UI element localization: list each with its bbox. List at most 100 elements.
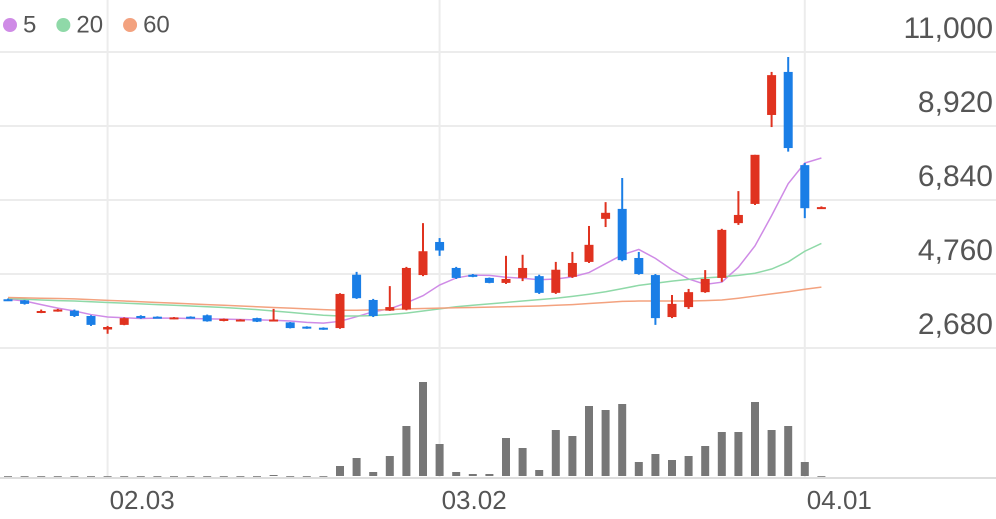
volume-bar xyxy=(236,476,245,477)
candle-body xyxy=(700,278,710,293)
volume-bar xyxy=(518,448,527,476)
legend-marker xyxy=(3,18,17,32)
volume-bar xyxy=(53,476,62,477)
x-tick-label: 03.02 xyxy=(442,485,507,515)
y-tick-label: 6,840 xyxy=(918,160,993,193)
volume-bar xyxy=(153,476,162,477)
volume-bar xyxy=(286,476,295,477)
volume-bar xyxy=(186,476,195,477)
candle-body xyxy=(119,318,129,325)
candle-body xyxy=(800,165,810,209)
candle-body xyxy=(235,319,245,322)
candle-body xyxy=(136,315,146,319)
volume-bar xyxy=(734,432,743,476)
legend-marker xyxy=(123,18,138,32)
candle-body xyxy=(252,318,262,322)
candle-body xyxy=(401,267,411,310)
volume-bar xyxy=(385,456,394,476)
candle-body xyxy=(103,327,113,330)
volume-bar xyxy=(668,460,676,476)
candle-body xyxy=(767,75,777,115)
x-tick-label: 02.03 xyxy=(110,485,175,515)
volume-bar xyxy=(369,472,378,476)
candle-body xyxy=(601,212,611,219)
volume-bar xyxy=(585,406,593,476)
volume-bar xyxy=(468,474,477,476)
candle-body xyxy=(36,311,46,313)
volume-bar xyxy=(767,430,776,476)
candle-body xyxy=(152,316,162,319)
legend-label: 20 xyxy=(76,11,103,38)
volume-bar xyxy=(485,474,494,476)
volume-bar xyxy=(784,426,793,476)
candle-body xyxy=(352,274,362,299)
candle-body xyxy=(3,299,13,302)
candle-body xyxy=(634,257,644,274)
volume-bar xyxy=(253,476,261,477)
candle-body xyxy=(468,274,478,277)
candle-body xyxy=(501,278,511,283)
ma-line xyxy=(7,157,822,324)
ma-line xyxy=(7,242,822,317)
candle-body xyxy=(551,269,561,293)
volume-bar xyxy=(435,444,444,476)
volume-bar xyxy=(203,476,212,477)
volume-bar xyxy=(717,432,726,476)
y-tick-label: 11,000 xyxy=(903,12,993,45)
volume-bar xyxy=(634,462,643,476)
candle-body xyxy=(584,244,594,262)
candle-body xyxy=(335,293,345,329)
volume-bar xyxy=(219,476,228,477)
volume-bar xyxy=(502,438,510,476)
volume-bar xyxy=(103,476,112,477)
y-tick-label: 2,680 xyxy=(918,308,993,341)
candle-body xyxy=(285,322,295,329)
candle-body xyxy=(534,276,544,293)
volume-bar xyxy=(37,476,46,477)
candle-body xyxy=(69,310,79,316)
volume-bar xyxy=(419,382,427,476)
candle-body xyxy=(202,315,212,322)
volume-bar xyxy=(402,426,411,476)
candle-body xyxy=(368,299,378,316)
volume-bar xyxy=(20,476,29,477)
volume-bar xyxy=(319,476,328,477)
x-tick-label: 04.01 xyxy=(807,485,872,515)
candle-body xyxy=(650,275,660,319)
volume-bar xyxy=(120,476,129,477)
volume-bar xyxy=(651,454,660,476)
volume-bar xyxy=(4,476,12,477)
volume-bar xyxy=(87,476,95,477)
candle-body xyxy=(567,262,577,277)
volume-bar xyxy=(684,456,693,476)
candle-body xyxy=(53,309,63,312)
candle-body xyxy=(86,315,96,325)
candle-body xyxy=(783,71,793,149)
volume-bar xyxy=(136,476,145,477)
candle-body xyxy=(269,319,279,322)
candle-body xyxy=(219,318,229,321)
candle-body xyxy=(385,307,395,311)
volume-bar xyxy=(618,404,627,476)
y-tick-label: 4,760 xyxy=(918,234,993,267)
candle-body xyxy=(20,300,30,304)
volume-bar xyxy=(452,472,461,476)
volume-bar xyxy=(568,436,577,476)
candle-body xyxy=(169,317,179,320)
volume-bar xyxy=(269,475,278,476)
volume-bar xyxy=(336,466,344,476)
candle-body xyxy=(667,303,677,318)
candle-body xyxy=(318,327,328,330)
volume-bar xyxy=(70,476,79,477)
candle-body xyxy=(186,316,196,319)
volume-bar xyxy=(701,446,710,476)
candle-body xyxy=(684,292,694,308)
volume-bar xyxy=(170,476,178,477)
volume-bar xyxy=(800,462,809,476)
candle-body xyxy=(617,208,627,261)
candle-body xyxy=(518,267,528,278)
legend-label: 60 xyxy=(143,11,170,38)
candle-body xyxy=(733,214,743,224)
candle-body xyxy=(484,277,494,283)
